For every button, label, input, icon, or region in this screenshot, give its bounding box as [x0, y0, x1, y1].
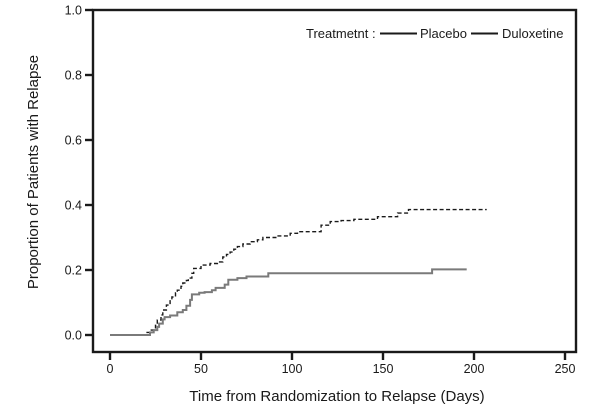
legend: Treatmetnt : Placebo Duloxetine	[306, 26, 563, 41]
legend-label-placebo: Placebo	[420, 26, 467, 41]
y-tick-label: 0.2	[65, 264, 82, 278]
y-tick-label: 0.6	[65, 134, 82, 148]
y-tick-label: 1.0	[65, 4, 82, 18]
y-axis-title: Proportion of Patients with Relapse	[25, 55, 42, 289]
x-axis-title: Time from Randomization to Relapse (Days…	[189, 388, 484, 405]
plot-frame	[91, 8, 578, 354]
x-tick-label: 150	[373, 362, 394, 376]
y-axis-ticks: 0.0 0.2 0.4 0.6 0.8 1.0	[65, 4, 93, 343]
duloxetine-curve	[110, 268, 467, 336]
x-tick-label: 200	[464, 362, 485, 376]
x-tick-label: 0	[107, 362, 114, 376]
y-tick-label: 0.0	[65, 329, 82, 343]
legend-title: Treatmetnt :	[306, 26, 376, 41]
x-axis-ticks: 0 50 100 150 200 250	[107, 352, 576, 376]
y-tick-label: 0.4	[65, 199, 82, 213]
legend-label-duloxetine: Duloxetine	[502, 26, 563, 41]
y-tick-label: 0.8	[65, 69, 82, 83]
x-tick-label: 100	[282, 362, 303, 376]
x-tick-label: 50	[194, 362, 208, 376]
x-tick-label: 250	[555, 362, 576, 376]
placebo-curve	[110, 208, 487, 336]
